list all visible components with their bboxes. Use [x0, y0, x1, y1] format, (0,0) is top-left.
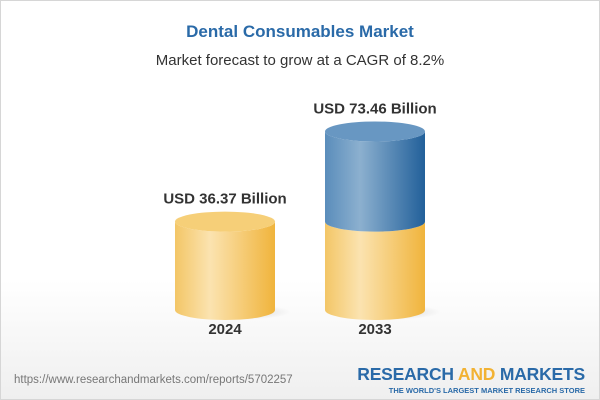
cylinder-growth-2033-top: [325, 121, 425, 142]
cylinder-base-2033-body: [325, 221, 425, 320]
cylinder-base-2024-top: [175, 211, 275, 232]
chart-subtitle: Market forecast to grow at a CAGR of 8.2…: [155, 52, 445, 69]
source-url[interactable]: https://www.researchandmarkets.com/repor…: [14, 374, 293, 386]
category-label: 2024: [208, 321, 242, 338]
cylinder-growth-2033-body: [325, 131, 425, 232]
data-label: USD 73.46 Billion: [313, 100, 436, 117]
data-label: USD 36.37 Billion: [163, 191, 286, 208]
cylinder-base-2024-body: [175, 221, 275, 320]
chart-title: Dental Consumables Market: [186, 22, 414, 41]
research-and-markets-logo: RESEARCH AND MARKETS THE WORLD'S LARGEST…: [357, 364, 585, 395]
category-label: 2033: [358, 321, 391, 338]
